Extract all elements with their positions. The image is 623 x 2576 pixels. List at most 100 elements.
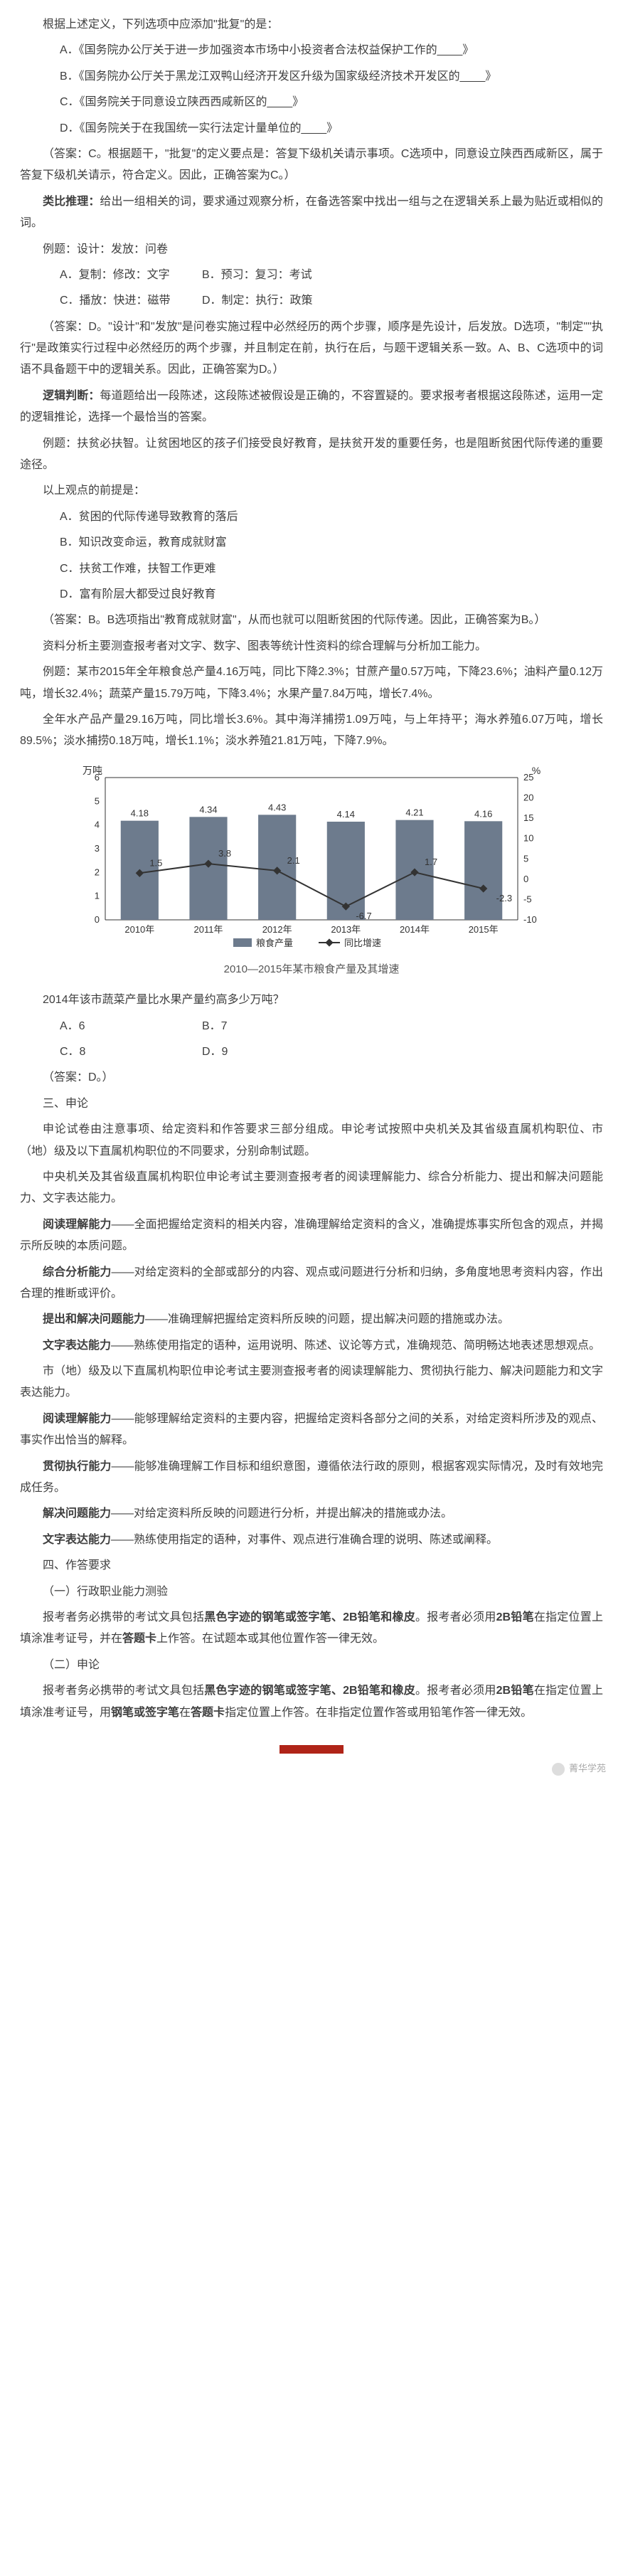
svg-text:-6.7: -6.7 [356,911,371,921]
svg-text:3.8: 3.8 [218,848,231,859]
shenlun-3: 市（地）级及以下直属机构职位申论考试主要测查报考者的阅读理解能力、贯彻执行能力、… [20,1361,603,1404]
footer-brand: 菁华学苑 [552,1760,606,1778]
svg-text:粮食产量: 粮食产量 [256,938,293,948]
svg-text:0: 0 [523,874,528,884]
svg-text:同比增速: 同比增速 [344,938,381,948]
svg-text:4.34: 4.34 [199,804,217,815]
svg-text:4.18: 4.18 [131,807,149,818]
opt-4d: D．9 [202,1041,344,1063]
ability-2: 综合分析能力——对给定资料的全部或部分的内容、观点或问题进行分析和归纳，多角度地… [20,1262,603,1305]
svg-text:1: 1 [95,890,100,901]
svg-text:2014年: 2014年 [400,924,430,935]
luoji-label: 逻辑判断： [43,390,100,402]
opt4-row2: C．8D．9 [20,1041,603,1063]
answer-explain-2: （答案：D。"设计"和"发放"是问卷实施过程中必然经历的两个步骤，顺序是先设计，… [20,317,603,381]
brand-text: 菁华学苑 [569,1760,606,1778]
svg-text:2: 2 [95,866,100,877]
svg-text:3: 3 [95,843,100,854]
luoji-body: 每道题给出一段陈述，这段陈述被假设是正确的，不容置疑的。要求报考者根据这段陈述，… [20,390,603,423]
opt-2a: A．复制：修改：文字 [60,265,202,286]
brand-icon [552,1763,565,1776]
leitui-body: 给出一组相关的词，要求通过观察分析，在备选答案中找出一组与之在逻辑关系上最为贴近… [20,196,603,229]
svg-text:4: 4 [95,819,100,829]
chart-title: 2010—2015年某市粮食产量及其增速 [70,960,553,980]
example-4b: 全年水产品产量29.16万吨，同比增长3.6%。其中海洋捕捞1.09万吨，与上年… [20,709,603,753]
svg-text:1.5: 1.5 [149,857,162,868]
svg-text:6: 6 [95,772,100,783]
shenlun-1: 申论试卷由注意事项、给定资料和作答要求三部分组成。申论考试按照中央机关及其省级直… [20,1119,603,1162]
svg-text:4.16: 4.16 [474,808,492,819]
a2-label: 综合分析能力 [43,1266,112,1278]
opt-3a: A．贫困的代际传递导致教育的落后 [20,507,603,528]
q4-text: 2014年该市蔬菜产量比水果产量约高多少万吨？ [20,990,603,1011]
ability-1: 阅读理解能力——全面把握给定资料的相关内容，准确理解给定资料的含义，准确提炼事实… [20,1214,603,1258]
leitui-label: 类比推理： [43,196,100,208]
svg-text:5: 5 [95,795,100,806]
svg-text:2015年: 2015年 [469,924,499,935]
shenlun-2: 中央机关及其省级直属机构职位申论考试主要测查报考者的阅读理解能力、综合分析能力、… [20,1167,603,1210]
a4-body: ——熟练使用指定的语种，运用说明、陈述、议论等方式，准确规范、简明畅达地表述思想… [111,1340,600,1352]
opt-2d: D．制定：执行：政策 [202,290,344,312]
answer-explain-3: （答案：B。B选项指出"教育成就财富"，从而也就可以阻断贫困的代际传递。因此，正… [20,610,603,631]
svg-text:2.1: 2.1 [287,855,300,866]
answer-explain-1: （答案：C。根据题干，"批复"的定义要点是：答复下级机关请示事项。C选项中，同意… [20,144,603,187]
svg-text:4.21: 4.21 [405,807,423,817]
b3-body: ——对给定资料所反映的问题进行分析，并提出解决的措施或办法。 [111,1507,452,1520]
leitui-para: 类比推理：给出一组相关的词，要求通过观察分析，在备选答案中找出一组与之在逻辑关系… [20,191,603,235]
footer-red-bar [279,1745,344,1754]
svg-text:2013年: 2013年 [331,924,361,935]
section-3-title: 三、申论 [20,1093,603,1115]
b3-label: 解决问题能力 [43,1507,111,1520]
opt-3c: C．扶贫工作难，扶智工作更难 [20,558,603,580]
answer-4: （答案：D。） [20,1067,603,1088]
svg-text:1.7: 1.7 [425,857,437,867]
ability-b2: 贯彻执行能力——能够准确理解工作目标和组织意图，遵循依法行政的原则，根据客观实际… [20,1456,603,1500]
example-3: 例题：扶贫必扶智。让贫困地区的孩子们接受良好教育，是扶贫开发的重要任务，也是阻断… [20,433,603,477]
opt-4b: B．7 [202,1016,344,1037]
a3-label: 提出和解决问题能力 [43,1313,145,1325]
q3-stem: 以上观点的前提是： [20,480,603,502]
option-d: D．《国务院关于在我国统一实行法定计量单位的____》 [20,118,603,139]
option-c: C．《国务院关于同意设立陕西西咸新区的____》 [20,92,603,113]
option-row-ab: A．复制：修改：文字B．预习：复习：考试 [20,265,603,286]
option-b: B．《国务院办公厅关于黑龙江双鸭山经济开发区升级为国家级经济技术开发区的____… [20,66,603,88]
section-4b-title: （二）申论 [20,1655,603,1676]
a3-body: ——准确理解把握给定资料所反映的问题，提出解决问题的措施或办法。 [145,1313,509,1325]
opt-3b: B．知识改变命运，教育成就财富 [20,532,603,553]
svg-text:-2.3: -2.3 [496,893,512,903]
svg-text:2010年: 2010年 [124,924,154,935]
section-4a-title: （一）行政职业能力测验 [20,1581,603,1603]
ability-b1: 阅读理解能力——能够理解给定资料的主要内容，把握给定资料各部分之间的关系，对给定… [20,1409,603,1452]
ziliao-para: 资料分析主要测查报考者对文字、数字、图表等统计性资料的综合理解与分析加工能力。 [20,636,603,657]
a4-label: 文字表达能力 [43,1340,111,1352]
ability-b3: 解决问题能力——对给定资料所反映的问题进行分析，并提出解决的措施或办法。 [20,1503,603,1525]
svg-text:10: 10 [523,832,533,843]
svg-text:4.43: 4.43 [268,802,286,812]
b2-label: 贯彻执行能力 [43,1461,112,1473]
svg-text:2012年: 2012年 [262,924,292,935]
b4-body: ——熟练使用指定的语种，对事件、观点进行准确合理的说明、陈述或阐释。 [111,1534,498,1546]
opt-3d: D．富有阶层大都受过良好教育 [20,584,603,605]
option-row-cd: C．播放：快进：磁带D．制定：执行：政策 [20,290,603,312]
chart-container: 万吨6543210%2520151050-5-104.182010年4.3420… [70,763,553,980]
intro-text: 根据上述定义，下列选项中应添加"批复"的是： [20,14,603,36]
example-4: 例题：某市2015年全年粮食总产量4.16万吨，同比下降2.3%；甘蔗产量0.5… [20,662,603,705]
req-1: 报考者务必携带的考试文具包括黑色字迹的钢笔或签字笔、2B铅笔和橡皮。报考者必须用… [20,1607,603,1650]
svg-text:2011年: 2011年 [194,924,223,935]
svg-text:5: 5 [523,853,528,864]
opt-2c: C．播放：快进：磁带 [60,290,202,312]
req-2: 报考者务必携带的考试文具包括黑色字迹的钢笔或签字笔、2B铅笔和橡皮。报考者必须用… [20,1680,603,1724]
opt4-row1: A．6B．7 [20,1016,603,1037]
section-4-title: 四、作答要求 [20,1555,603,1576]
svg-text:20: 20 [523,792,533,802]
ability-4: 文字表达能力——熟练使用指定的语种，运用说明、陈述、议论等方式，准确规范、简明畅… [20,1335,603,1357]
ability-b4: 文字表达能力——熟练使用指定的语种，对事件、观点进行准确合理的说明、陈述或阐释。 [20,1530,603,1551]
svg-text:15: 15 [523,812,533,823]
svg-text:-10: -10 [523,914,537,925]
b4-label: 文字表达能力 [43,1534,111,1546]
opt-4a: A．6 [60,1016,202,1037]
svg-text:-5: -5 [523,894,532,904]
option-a: A．《国务院办公厅关于进一步加强资本市场中小投资者合法权益保护工作的____》 [20,40,603,61]
opt-2b: B．预习：复习：考试 [202,265,344,286]
ability-3: 提出和解决问题能力——准确理解把握给定资料所反映的问题，提出解决问题的措施或办法… [20,1309,603,1330]
